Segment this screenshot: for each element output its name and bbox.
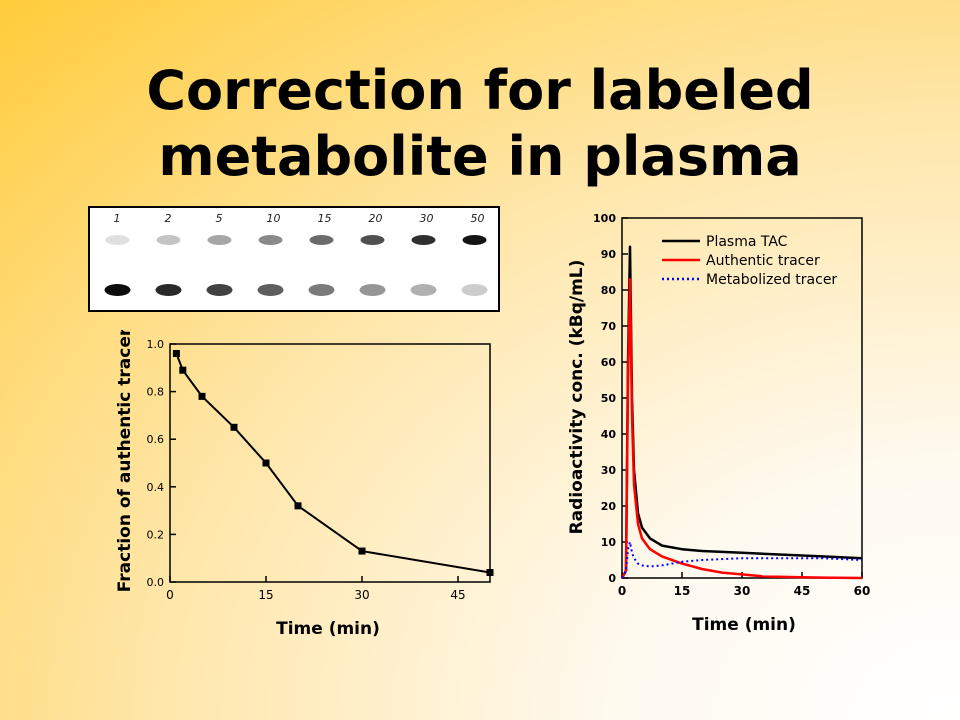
- gel-band-authentic: [206, 284, 233, 296]
- fraction-chart-svg: 0 15 30 45 0.0 0.2 0.4 0.6 0.8 1.0 Time (min) Fra…: [115, 327, 494, 639]
- radioactivity-chart-y-tick-label: 0: [608, 572, 616, 585]
- radioactivity-chart-y-tick-label: 50: [601, 392, 617, 405]
- gel-band-authentic: [308, 284, 335, 296]
- radioactivity-chart-svg: 0 15 30 45 60 0 10 20 30 40 50 60 70 80 90 100 Plasma T…: [567, 212, 871, 635]
- legend-authentic-tracer: Authentic tracer: [706, 253, 820, 269]
- radioactivity-chart-x-tick-label: 0: [618, 584, 626, 598]
- title-line-1: Correction for labeled: [146, 59, 814, 122]
- gel-band-metabolite: [462, 235, 487, 245]
- legend-metabolized-tracer: Metabolized tracer: [706, 272, 837, 288]
- gel-band-authentic: [410, 284, 437, 296]
- fraction-data-point: [198, 392, 206, 400]
- fraction-chart-y-label: Fraction of authentic tracer: [115, 330, 135, 592]
- gel-band-authentic: [461, 284, 488, 296]
- radioactivity-chart-y-label: Radioactivity conc. (kBq/mL): [567, 260, 587, 535]
- fraction-chart-y-tick-label: 0.8: [147, 386, 165, 399]
- gel-lane-label: 10: [267, 212, 281, 225]
- gel-lane-label: 1: [114, 212, 121, 225]
- authentic-tracer-line: [620, 277, 863, 580]
- gel-lane-label: 20: [369, 212, 383, 225]
- radioactivity-chart-y-tick-label: 90: [601, 248, 617, 261]
- fraction-chart-x-tick-label: 30: [354, 588, 369, 602]
- fraction-line: [175, 353, 491, 574]
- fraction-data-point: [230, 423, 238, 431]
- gel-lane-label: 5: [216, 212, 223, 225]
- radioactivity-chart-y-tick-label: 100: [593, 212, 616, 225]
- gel-band-metabolite: [156, 235, 181, 245]
- radioactivity-chart-y-tick-label: 20: [601, 500, 617, 513]
- fraction-chart-frame: [169, 343, 491, 583]
- fraction-chart-x-tick-label: 0: [166, 588, 174, 602]
- fraction-chart-x-label: Time (min): [276, 619, 380, 639]
- title-line-2: metabolite in plasma: [158, 125, 802, 188]
- fraction-data-point: [172, 350, 180, 358]
- fraction-chart-y-tick-label: 0.0: [147, 576, 165, 589]
- radioactivity-chart-x-tick-label: 15: [674, 584, 691, 598]
- plasma-tac-line: [620, 245, 863, 579]
- metabolized-tracer-line: [621, 541, 863, 579]
- radioactivity-chart-x-tick-label: 60: [854, 584, 871, 598]
- fraction-chart-y-tick-label: 0.6: [147, 433, 165, 446]
- gel-lane-label: 50: [471, 212, 485, 225]
- radioactivity-chart-y-tick-label: 70: [601, 320, 617, 333]
- gel-lane-label: 30: [420, 212, 434, 225]
- fraction-chart-x-tick-label: 15: [258, 588, 273, 602]
- gel-image: 1 2 5 10 15 20 30 50: [88, 206, 500, 312]
- gel-lane-label: 15: [318, 212, 332, 225]
- radioactivity-chart-x-tick-label: 30: [734, 584, 751, 598]
- fraction-chart-y-tick-label: 1.0: [147, 338, 165, 351]
- gel-band-authentic: [359, 284, 386, 296]
- fraction-data-point: [262, 459, 270, 467]
- fraction-data-point: [486, 568, 494, 576]
- fraction-chart: 0 15 30 45 0.0 0.2 0.4 0.6 0.8 1.0 Time (min) Fra…: [108, 327, 508, 644]
- fraction-chart-y-tick-label: 0.2: [147, 528, 165, 541]
- fraction-chart-x-tick-label: 45: [450, 588, 465, 602]
- fraction-data-point: [294, 502, 302, 510]
- radioactivity-chart-y-tick-label: 10: [601, 536, 617, 549]
- radioactivity-chart: 0 15 30 45 60 0 10 20 30 40 50 60 70 80 90 100 Plasma T…: [560, 205, 880, 644]
- gel-band-metabolite: [207, 235, 232, 245]
- gel-band-metabolite: [360, 235, 385, 245]
- radioactivity-chart-y-tick-label: 30: [601, 464, 617, 477]
- radioactivity-chart-y-tick-label: 80: [601, 284, 617, 297]
- gel-band-authentic: [155, 284, 182, 296]
- gel-bands: 1 2 5 10 15 20 30 50: [104, 212, 488, 296]
- gel-band-metabolite: [105, 235, 130, 245]
- radioactivity-chart-y-tick-label: 40: [601, 428, 617, 441]
- radioactivity-chart-x-tick-label: 45: [794, 584, 811, 598]
- slide-title: Correction for labeled metabolite in pla…: [0, 58, 960, 190]
- fraction-data-point: [179, 366, 187, 374]
- gel-band-authentic: [104, 284, 131, 296]
- radioactivity-chart-x-label: Time (min): [692, 615, 796, 635]
- gel-band-metabolite: [411, 235, 436, 245]
- gel-band-authentic: [257, 284, 284, 296]
- legend-plasma-tac: Plasma TAC: [706, 234, 788, 250]
- gel-lane-label: 2: [165, 212, 172, 225]
- gel-band-metabolite: [258, 235, 283, 245]
- radioactivity-chart-y-tick-label: 60: [601, 356, 617, 369]
- gel-band-metabolite: [309, 235, 334, 245]
- fraction-data-point: [358, 547, 366, 555]
- fraction-chart-y-tick-label: 0.4: [147, 481, 165, 494]
